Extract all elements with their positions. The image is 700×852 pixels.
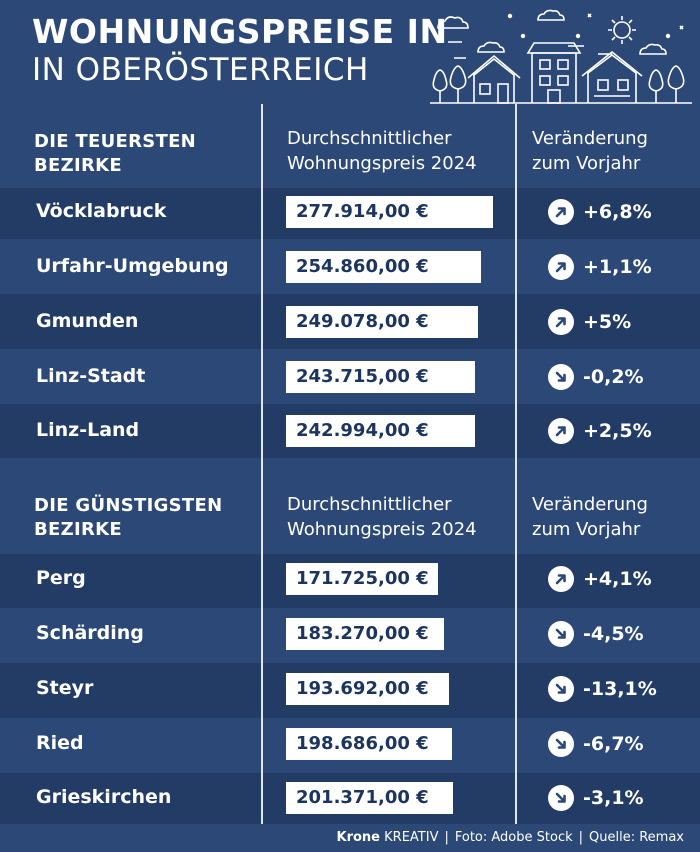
change-value: +1,1% xyxy=(548,254,652,280)
change-text: -4,5% xyxy=(583,623,644,645)
change-text: -13,1% xyxy=(583,678,657,700)
district-name: Grieskirchen xyxy=(36,786,172,808)
price-box: 254.860,00 € xyxy=(286,251,481,283)
district-name: Gmunden xyxy=(36,310,139,332)
change-value: -4,5% xyxy=(548,621,644,647)
price-box: 277.914,00 € xyxy=(286,196,493,228)
col-head-price-1: Durchschnittlicher Wohnungspreis 2024 xyxy=(287,128,477,174)
skyline-illustration-icon xyxy=(430,9,692,104)
arrow-up-right-icon xyxy=(548,254,574,280)
change-text: +5% xyxy=(583,311,632,333)
arrow-down-right-icon xyxy=(548,364,574,390)
price-box: 193.692,00 € xyxy=(286,673,449,705)
arrow-down-right-icon xyxy=(548,621,574,647)
price-box: 171.725,00 € xyxy=(286,563,438,595)
change-text: -6,7% xyxy=(583,733,644,755)
change-value: -0,2% xyxy=(548,364,644,390)
change-value: +2,5% xyxy=(548,418,652,444)
change-text: +2,5% xyxy=(583,420,652,442)
arrow-up-right-icon xyxy=(548,199,574,225)
title-line-2: IN OBERÖSTERREICH xyxy=(32,52,369,88)
section-title-expensive: DIE TEUERSTEN BEZIRKE xyxy=(34,131,197,176)
district-name: Steyr xyxy=(36,677,94,699)
change-value: -6,7% xyxy=(548,731,644,757)
section-1-header-band xyxy=(0,104,700,188)
district-name: Ried xyxy=(36,732,84,754)
col-head-change-1: Veränderung zum Vorjahr xyxy=(532,128,648,174)
section-title-cheap: DIE GÜNSTIGSTEN BEZIRKE xyxy=(34,495,223,540)
district-name: Perg xyxy=(36,567,86,589)
change-value: +6,8% xyxy=(548,199,652,225)
footer-separator-1: | xyxy=(444,830,449,845)
district-name: Linz-Land xyxy=(36,419,140,441)
arrow-up-right-icon xyxy=(548,566,574,592)
change-value: -3,1% xyxy=(548,785,644,811)
arrow-down-right-icon xyxy=(548,785,574,811)
arrow-up-right-icon xyxy=(548,418,574,444)
change-value: +4,1% xyxy=(548,566,652,592)
district-name: Urfahr-Umgebung xyxy=(36,255,229,277)
arrow-down-right-icon xyxy=(548,676,574,702)
col-head-change-2: Veränderung zum Vorjahr xyxy=(532,494,648,540)
title-line-1: WOHNUNGSPREISE IN xyxy=(32,12,448,51)
change-text: -3,1% xyxy=(583,787,644,809)
change-text: +1,1% xyxy=(583,256,652,278)
district-name: Linz-Stadt xyxy=(36,365,146,387)
price-box: 198.686,00 € xyxy=(286,728,452,760)
price-box: 243.715,00 € xyxy=(286,361,475,393)
column-divider-left xyxy=(261,104,263,824)
footer-source: Quelle: Remax xyxy=(589,830,684,845)
price-box: 242.994,00 € xyxy=(286,415,475,447)
section-2-header-band xyxy=(0,458,700,554)
arrow-up-right-icon xyxy=(548,309,574,335)
arrow-down-right-icon xyxy=(548,731,574,757)
footer-separator-2: | xyxy=(578,830,584,845)
footer-brand-suffix: KREATIV xyxy=(384,830,439,845)
footer-brand: Krone xyxy=(336,830,381,845)
change-text: +6,8% xyxy=(583,201,652,223)
change-value: -13,1% xyxy=(548,676,657,702)
district-name: Vöcklabruck xyxy=(36,200,167,222)
change-text: -0,2% xyxy=(583,366,644,388)
change-text: +4,1% xyxy=(583,568,652,590)
footer-photo-credit: Foto: Adobe Stock xyxy=(454,830,573,845)
price-box: 201.371,00 € xyxy=(286,782,453,814)
col-head-price-2: Durchschnittlicher Wohnungspreis 2024 xyxy=(287,494,477,540)
header: WOHNUNGSPREISE IN IN OBERÖSTERREICH xyxy=(0,0,700,104)
price-box: 249.078,00 € xyxy=(286,306,478,338)
footer: Krone KREATIV | Foto: Adobe Stock | Quelle: … xyxy=(0,824,700,852)
price-box: 183.270,00 € xyxy=(286,618,444,650)
column-divider-right xyxy=(515,104,517,824)
district-name: Schärding xyxy=(36,622,144,644)
change-value: +5% xyxy=(548,309,631,335)
